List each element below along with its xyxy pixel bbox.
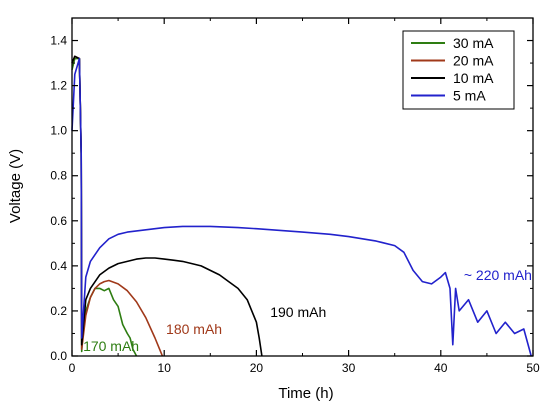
legend-label: 30 mA: [453, 35, 494, 51]
legend-label: 20 mA: [453, 53, 494, 69]
y-tick-label: 1.2: [50, 79, 67, 93]
y-tick-label: 1.4: [50, 34, 67, 48]
y-axis-label: Voltage (V): [7, 149, 24, 223]
y-tick-label: 0.8: [50, 169, 67, 183]
y-tick-label: 0.4: [50, 259, 67, 273]
x-tick-label: 20: [250, 361, 264, 375]
annotation-label: 190 mAh: [270, 304, 326, 320]
annotation-label: 170 mAh: [83, 338, 139, 354]
y-tick-label: 0.6: [50, 214, 67, 228]
x-tick-label: 10: [158, 361, 172, 375]
y-tick-label: 0.0: [50, 349, 67, 363]
x-tick-label: 50: [526, 361, 540, 375]
x-axis-label: Time (h): [278, 385, 333, 402]
annotation-label: 180 mAh: [166, 321, 222, 337]
annotation-layer: 170 mAh 180 mAh 190 mAh ~ 220 mAh: [83, 267, 532, 354]
y-tick-label: 0.2: [50, 304, 67, 318]
x-tick-label: 0: [69, 361, 76, 375]
x-tick-label: 40: [434, 361, 448, 375]
x-tick-label: 30: [342, 361, 356, 375]
legend-label: 10 mA: [453, 70, 494, 86]
series-line-3: [71, 57, 532, 357]
series-line-2: [71, 55, 263, 357]
y-tick-label: 1.0: [50, 124, 67, 138]
legend-label: 5 mA: [453, 88, 486, 104]
annotation-label: ~ 220 mAh: [464, 267, 532, 283]
axes-layer: 0 10 20 30 40 50 0.0 0.2 0.4 0.6 0.8 1.0 1.2 1.4: [50, 17, 540, 375]
series-layer: [71, 55, 532, 357]
